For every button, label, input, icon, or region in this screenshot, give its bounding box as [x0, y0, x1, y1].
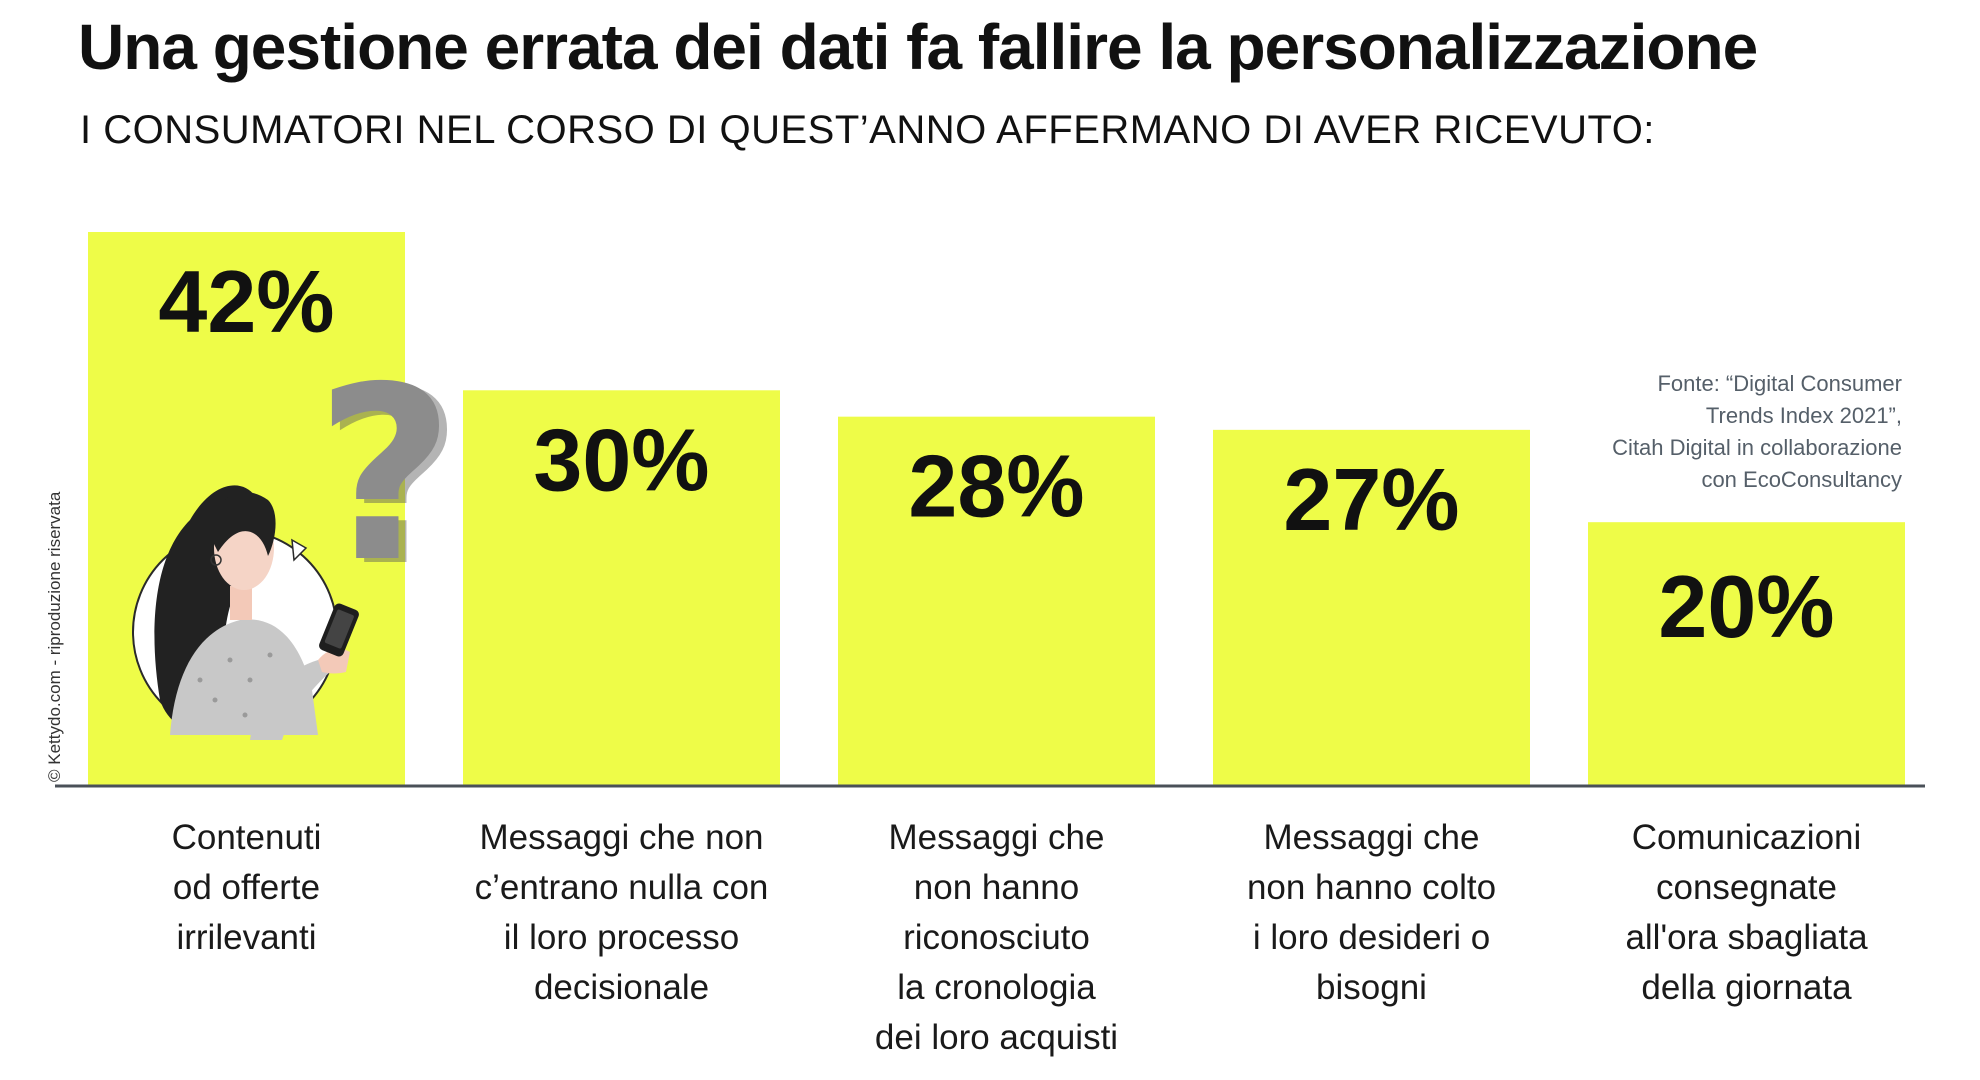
category-label-line: od offerte	[172, 868, 321, 907]
copyright-note: © Kettydo.com - riproduzione riservata	[45, 491, 64, 782]
category-label-line: Comunicazioni	[1631, 818, 1862, 857]
bar-3	[838, 416, 1155, 786]
category-label-1: Contenuti od offerte irrilevanti	[82, 813, 412, 963]
source-line: con EcoConsultancy	[1701, 467, 1902, 492]
svg-text:?: ?	[323, 339, 462, 619]
category-label-line: i loro desideri o	[1252, 918, 1491, 957]
question-mark-icon: ?	[315, 335, 454, 615]
category-label-line: Contenuti	[171, 818, 322, 857]
category-label-line: Messaggi che	[1263, 818, 1480, 857]
bar-value-label: 27%	[1283, 450, 1459, 549]
category-label-line: la cronologia	[897, 968, 1096, 1007]
bar-4	[1213, 429, 1530, 786]
category-label-line: Messaggi che non	[479, 818, 764, 857]
category-label-2: Messaggi che non c’entrano nulla con il lo…	[457, 813, 787, 1013]
bars-group: 42% 30% 28% 27% 20%	[88, 232, 1905, 786]
category-label-line: dei loro acquisti	[874, 1018, 1119, 1057]
category-label-line: non hanno	[913, 868, 1080, 907]
category-label-line: irrilevanti	[176, 918, 317, 957]
category-label-line: all'ora sbagliata	[1625, 918, 1868, 957]
category-label-line: riconosciuto	[903, 918, 1090, 957]
bar-value-label: 28%	[908, 437, 1084, 536]
source-line: Citah Digital in collaborazione	[1612, 435, 1902, 460]
category-label-line: bisogni	[1316, 968, 1427, 1007]
category-label-5: Comunicazioni consegnate all'ora sbagliata…	[1582, 813, 1912, 1013]
chart-title: Una gestione errata dei dati fa fallire …	[78, 11, 1758, 83]
category-label-3: Messaggi che non hanno riconosciuto la cron…	[832, 813, 1162, 1063]
category-label-4: Messaggi che non hanno colto i loro deside…	[1207, 813, 1537, 1013]
category-label-line: il loro processo	[503, 918, 740, 957]
category-label-line: c’entrano nulla con	[474, 868, 769, 907]
bar-value-label: 20%	[1658, 557, 1834, 656]
bar-5	[1588, 522, 1905, 786]
woman-smartphone-illustration: ? ?	[132, 335, 463, 740]
category-label-line: della giornata	[1641, 968, 1852, 1007]
category-label-line: non hanno colto	[1246, 868, 1497, 907]
bar-value-label: 42%	[158, 252, 334, 351]
source-line: Fonte: “Digital Consumer	[1657, 371, 1902, 396]
category-label-line: consegnate	[1656, 868, 1837, 907]
bar-value-label: 30%	[533, 410, 709, 509]
category-label-line: Messaggi che	[888, 818, 1105, 857]
category-label-line: decisionale	[533, 968, 710, 1007]
bar-2	[463, 390, 780, 786]
chart-subtitle: I CONSUMATORI NEL CORSO DI QUEST’ANNO AF…	[80, 108, 1655, 152]
source-note: Fonte: “Digital Consumer Trends Index 20…	[1482, 368, 1902, 496]
source-line: Trends Index 2021”,	[1705, 403, 1902, 428]
